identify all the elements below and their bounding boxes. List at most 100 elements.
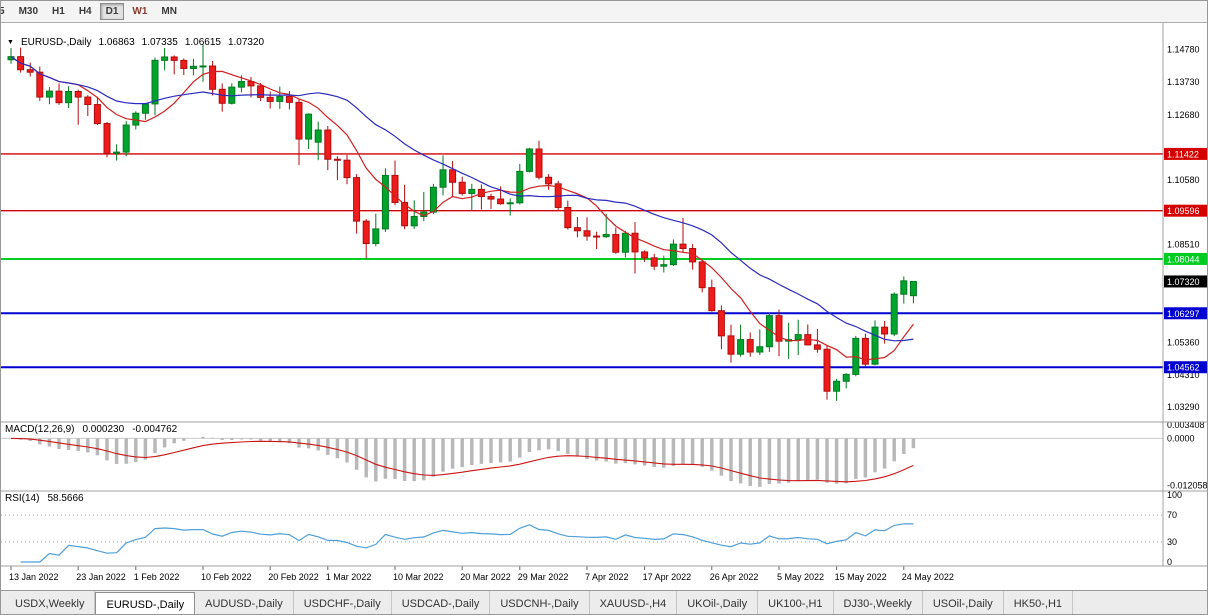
date-axis-label: 15 May 2022 [835, 572, 887, 582]
candle-body [113, 151, 121, 154]
tab-usoil-daily[interactable]: USOil-,Daily [923, 591, 1004, 614]
tab-eurusd-daily[interactable]: EURUSD-,Daily [95, 592, 196, 614]
tab-xauusd-h4[interactable]: XAUUSD-,H4 [590, 591, 678, 614]
candle-body [660, 264, 668, 267]
candle-body [516, 170, 524, 204]
price-axis-label: 1.04310 [1167, 370, 1200, 380]
candle-body [180, 59, 188, 69]
candle-body [612, 234, 620, 253]
timeframe-toolbar: 5 M30 H1 H4 D1 W1 MN [1, 1, 1207, 23]
candle-body [900, 280, 908, 295]
candle-body [218, 88, 226, 104]
tab-usdchf-daily[interactable]: USDCHF-,Daily [294, 591, 392, 614]
tab-dj30-weekly[interactable]: DJ30-,Weekly [834, 591, 923, 614]
price-axis-label: 1.08510 [1167, 239, 1200, 249]
rsi-axis-label: 30 [1167, 537, 1177, 547]
candle-body [410, 215, 418, 227]
candle-body [189, 65, 197, 69]
price-axis-label: 1.12680 [1167, 110, 1200, 120]
tab-uk100-h1[interactable]: UK100-,H1 [758, 591, 834, 614]
candle-body [209, 65, 217, 90]
candle-body [497, 198, 505, 205]
moving-average-line [10, 56, 914, 342]
timeframe-button-5[interactable]: 5 [1, 3, 11, 20]
price-axis-label: 1.10580 [1167, 175, 1200, 185]
candle-body [353, 177, 361, 222]
date-axis-label: 10 Mar 2022 [393, 572, 444, 582]
candle-body [257, 85, 265, 98]
candle-body [669, 243, 677, 266]
price-label-chip-text: 1.04562 [1167, 363, 1200, 373]
price-label-chip [1164, 307, 1207, 320]
timeframe-button-h1[interactable]: H1 [52, 6, 65, 17]
candle-body [679, 243, 687, 249]
candle-body [535, 148, 543, 178]
candle-body [593, 235, 601, 238]
tab-ukoil-daily[interactable]: UKOil-,Daily [677, 591, 759, 614]
price-label-chip-text: 1.09596 [1167, 206, 1200, 216]
candle-body [881, 326, 889, 335]
candle-body [833, 380, 841, 392]
candle-body [199, 65, 207, 68]
candle-body [343, 159, 351, 179]
timeframe-button-mn[interactable]: MN [161, 6, 177, 17]
candle-body [36, 71, 44, 98]
date-axis[interactable]: 13 Jan 2022 23 Jan 2022 1 Feb 2022 10 Feb 2… [9, 566, 954, 582]
candle-body [285, 95, 293, 103]
macd-axis-label: 0.003408 [1167, 420, 1205, 430]
timeframe-button-w1[interactable]: W1 [132, 6, 148, 17]
candle-body [871, 326, 879, 365]
candle-body [276, 95, 284, 102]
price-label-chip [1164, 275, 1207, 288]
candle-body [266, 96, 274, 102]
candle-body [641, 251, 649, 259]
tab-hk50-h1[interactable]: HK50-,H1 [1004, 591, 1074, 614]
date-axis-label: 20 Mar 2022 [460, 572, 511, 582]
rsi-axis-label: 0 [1167, 557, 1172, 567]
main-price-pane[interactable] [1, 44, 1163, 401]
timeframe-button-d1[interactable]: D1 [99, 3, 125, 20]
candle-body [756, 346, 764, 353]
candle-body [170, 56, 178, 61]
timeframe-button-m30[interactable]: M30 [18, 6, 39, 17]
candle-body [775, 315, 783, 342]
macd-pane[interactable] [1, 436, 1163, 487]
candle-body [746, 339, 754, 353]
tab-usdx-weekly[interactable]: USDX,Weekly [5, 591, 96, 614]
candle-body [861, 337, 869, 365]
candle-body [909, 280, 917, 297]
price-label-chip [1164, 147, 1207, 160]
candle-body [65, 90, 73, 104]
candle-body [717, 310, 725, 337]
candle-body [122, 124, 130, 153]
candle-body [573, 227, 581, 232]
price-label-chip-text: 1.08044 [1167, 254, 1200, 264]
date-axis-label: 26 Apr 2022 [710, 572, 759, 582]
tab-audusd-daily[interactable]: AUDUSD-,Daily [195, 591, 294, 614]
candle-body [650, 257, 658, 267]
date-axis-label: 17 Apr 2022 [643, 572, 692, 582]
candle-body [391, 174, 399, 203]
candle-body [564, 206, 572, 229]
tab-usdcnh-daily[interactable]: USDCNH-,Daily [490, 591, 590, 614]
price-axis[interactable]: 1.14780 1.13730 1.12680 1.10580 1.08510 1.053… [1164, 44, 1208, 567]
candle-body [765, 315, 773, 348]
price-label-chip [1164, 204, 1207, 217]
price-axis-label: 1.03290 [1167, 402, 1200, 412]
candle-body [429, 186, 437, 213]
candle-body [333, 158, 341, 161]
tab-usdcad-daily[interactable]: USDCAD-,Daily [392, 591, 491, 614]
date-axis-label: 23 Jan 2022 [76, 572, 126, 582]
macd-signal-line [10, 437, 914, 483]
candle-body [449, 169, 457, 183]
chart-canvas[interactable]: 1.14780 1.13730 1.12680 1.10580 1.08510 1.053… [1, 23, 1208, 590]
rsi-axis-label: 70 [1167, 510, 1177, 520]
date-axis-label: 1 Mar 2022 [326, 572, 372, 582]
candle-body [305, 113, 313, 140]
price-label-chip-text: 1.07320 [1167, 277, 1200, 287]
timeframe-button-h4[interactable]: H4 [78, 6, 92, 17]
candle-body [794, 334, 802, 341]
candle-body [890, 293, 898, 335]
rsi-pane[interactable] [1, 514, 1163, 563]
candle-body [698, 261, 706, 289]
